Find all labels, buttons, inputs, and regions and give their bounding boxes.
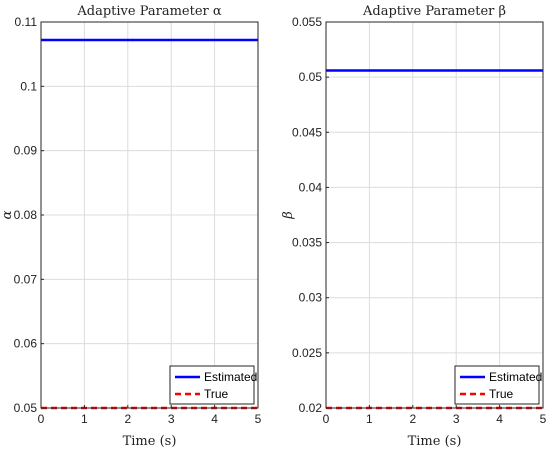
- x-axis-label: Time (s): [408, 434, 462, 449]
- legend-entry: True: [489, 387, 514, 401]
- y-tick-label: 0.04: [299, 180, 323, 194]
- chart-panel-1: 0 1 2 3 4 5 0.05 0.06 0.07 0.08 0.09 0.1 0.11 Adaptiv…: [0, 4, 262, 449]
- legend-box: [454, 365, 540, 405]
- y-tick-label: 0.08: [14, 208, 38, 222]
- y-axis-label: β: [281, 211, 296, 220]
- y-tick-label: 0.045: [292, 125, 322, 139]
- y-tick-label: 0.05: [14, 401, 38, 415]
- x-tick-label: 3: [453, 412, 460, 426]
- chart-panel-2: 0 1 2 3 4 5 0.02 0.025 0.03 0.035 0.04 0.045 0.05 0.0…: [281, 4, 547, 449]
- x-tick-label: 4: [496, 412, 503, 426]
- y-tick-label: 0.02: [299, 401, 323, 415]
- x-tick-label: 3: [168, 412, 175, 426]
- legend-entry: Estimated: [204, 370, 257, 384]
- x-tick-label: 5: [540, 412, 547, 426]
- x-axis-label: Time (s): [123, 434, 177, 449]
- y-tick-label: 0.11: [15, 15, 38, 29]
- x-tick-label: 0: [323, 412, 330, 426]
- chart-title: Adaptive Parameter α: [76, 4, 221, 19]
- y-tick-label: 0.03: [299, 291, 323, 305]
- y-tick-label: 0.1: [20, 79, 37, 93]
- y-tick-label: 0.025: [292, 346, 322, 360]
- x-tick-label: 5: [255, 412, 262, 426]
- x-tick-label: 1: [366, 412, 373, 426]
- x-tick-label: 2: [124, 412, 131, 426]
- y-tick-label: 0.055: [292, 15, 322, 29]
- y-tick-label: 0.09: [14, 144, 38, 158]
- y-tick-label: 0.06: [14, 337, 38, 351]
- y-tick-label: 0.07: [14, 272, 38, 286]
- x-tick-label: 2: [409, 412, 416, 426]
- legend-entry: Estimated: [489, 370, 542, 384]
- legend: Estimated True: [454, 365, 542, 405]
- x-tick-label: 4: [211, 412, 218, 426]
- legend-box: [169, 365, 255, 405]
- y-axis-label: α: [0, 210, 15, 219]
- plot-area: [326, 22, 543, 408]
- axes-frame: [325, 21, 544, 409]
- legend: Estimated True: [169, 365, 257, 405]
- x-tick-label: 1: [81, 412, 88, 426]
- legend-entry: True: [204, 387, 229, 401]
- x-tick-label: 0: [38, 412, 45, 426]
- y-tick-label: 0.05: [299, 70, 323, 84]
- y-tick-label: 0.035: [292, 236, 322, 250]
- chart-title: Adaptive Parameter β: [362, 4, 506, 19]
